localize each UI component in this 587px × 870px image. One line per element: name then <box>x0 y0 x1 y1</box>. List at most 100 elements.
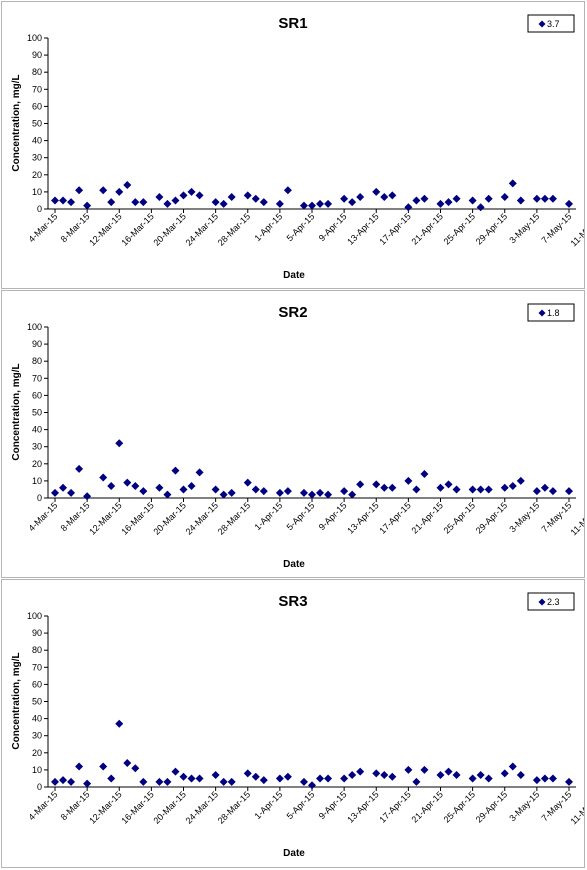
data-point <box>404 476 413 485</box>
legend-box <box>527 592 575 611</box>
data-point <box>195 774 204 783</box>
y-tick-label: 70 <box>32 662 42 672</box>
data-point <box>83 201 92 210</box>
y-tick-label: 40 <box>32 714 42 724</box>
data-point <box>340 774 349 783</box>
legend-label: 3.7 <box>547 19 560 29</box>
data-point <box>508 482 517 491</box>
x-tick-label: 1-Apr-15 <box>252 500 284 532</box>
data-point <box>476 203 485 212</box>
data-point <box>51 777 60 786</box>
data-point <box>131 198 140 207</box>
chart-panel-sr2: SR2 1.8 0 10 20 30 40 50 60 70 80 90 100 4-Mar-15 8-Ma… <box>1 290 585 578</box>
data-point <box>468 485 477 494</box>
y-tick-label: 30 <box>32 153 42 163</box>
chart-title: SR3 <box>278 593 307 610</box>
x-tick-label: 3-May-15 <box>507 211 541 245</box>
data-point <box>227 488 236 497</box>
x-tick-label: 8-Mar-15 <box>59 211 92 244</box>
y-tick-label: 50 <box>32 697 42 707</box>
data-point <box>484 194 493 203</box>
data-point <box>324 199 333 208</box>
data-point <box>187 482 196 491</box>
x-tick-label: 21-Apr-15 <box>410 789 445 824</box>
data-point <box>115 439 124 448</box>
data-point <box>540 483 549 492</box>
data-point <box>348 490 357 499</box>
data-point <box>259 198 268 207</box>
data-point <box>99 762 108 771</box>
x-tick-label: 13-Apr-15 <box>345 211 380 246</box>
y-tick-label: 40 <box>32 425 42 435</box>
data-point <box>243 478 252 487</box>
data-point <box>436 771 445 780</box>
chart-svg-sr2: SR2 1.8 0 10 20 30 40 50 60 70 80 90 100 4-Mar-15 8-Ma… <box>11 303 584 570</box>
data-point <box>444 767 453 776</box>
data-point <box>227 777 236 786</box>
x-tick-label: 5-Apr-15 <box>285 500 317 532</box>
x-tick-label: 12-Mar-15 <box>87 500 123 536</box>
data-point <box>404 203 413 212</box>
data-point <box>195 191 204 200</box>
x-axis-title: Date <box>283 848 305 859</box>
data-point <box>123 478 132 487</box>
x-tick-label: 1-Apr-15 <box>252 789 284 821</box>
data-point <box>99 186 108 195</box>
data-point <box>388 191 397 200</box>
x-tick-label: 1-Apr-15 <box>252 211 284 243</box>
y-tick-label: 80 <box>32 356 42 366</box>
data-point <box>356 767 365 776</box>
data-point <box>259 487 268 496</box>
chart-title: SR1 <box>278 15 307 32</box>
x-tick-label: 28-Mar-15 <box>216 789 252 825</box>
y-tick-label: 20 <box>32 170 42 180</box>
y-tick-label: 60 <box>32 101 42 111</box>
data-point <box>211 771 220 780</box>
x-tick-label: 12-Mar-15 <box>87 211 123 247</box>
data-point <box>372 480 381 489</box>
x-tick-label: 20-Mar-15 <box>151 500 187 536</box>
data-point <box>324 774 333 783</box>
data-series <box>51 439 573 501</box>
y-tick-label: 20 <box>32 459 42 469</box>
data-point <box>436 483 445 492</box>
data-point <box>388 772 397 781</box>
x-tick-label: 25-Apr-15 <box>442 500 477 535</box>
y-tick-label: 90 <box>32 50 42 60</box>
data-point <box>275 774 284 783</box>
data-point <box>564 777 573 786</box>
data-point <box>171 196 180 205</box>
x-tick-label: 16-Mar-15 <box>119 789 155 825</box>
x-tick-label: 20-Mar-15 <box>151 211 187 247</box>
data-point <box>380 483 389 492</box>
x-tick-label: 28-Mar-15 <box>216 500 252 536</box>
x-tick-label: 24-Mar-15 <box>184 211 220 247</box>
data-point <box>115 719 124 728</box>
data-point <box>299 201 308 210</box>
y-tick-label: 50 <box>32 408 42 418</box>
data-point <box>107 198 116 207</box>
data-point <box>436 199 445 208</box>
x-tick-label: 24-Mar-15 <box>184 500 220 536</box>
data-point <box>251 772 260 781</box>
data-point <box>187 187 196 196</box>
x-tick-label: 29-Apr-15 <box>474 500 509 535</box>
data-point <box>51 196 60 205</box>
data-point <box>316 488 325 497</box>
data-point <box>316 199 325 208</box>
legend: 1.8 <box>527 303 575 322</box>
data-point <box>171 466 180 475</box>
x-tick-label: 28-Mar-15 <box>216 211 252 247</box>
data-point <box>500 769 509 778</box>
data-point <box>412 485 421 494</box>
y-axis-title: Concentration, mg/L <box>11 363 22 460</box>
x-tick-label: 12-Mar-15 <box>87 789 123 825</box>
data-point <box>155 483 164 492</box>
y-tick-label: 0 <box>37 493 42 503</box>
data-point <box>115 187 124 196</box>
data-point <box>219 490 228 499</box>
y-tick-label: 70 <box>32 84 42 94</box>
data-point <box>548 194 557 203</box>
data-point <box>187 774 196 783</box>
legend-marker <box>538 598 546 606</box>
